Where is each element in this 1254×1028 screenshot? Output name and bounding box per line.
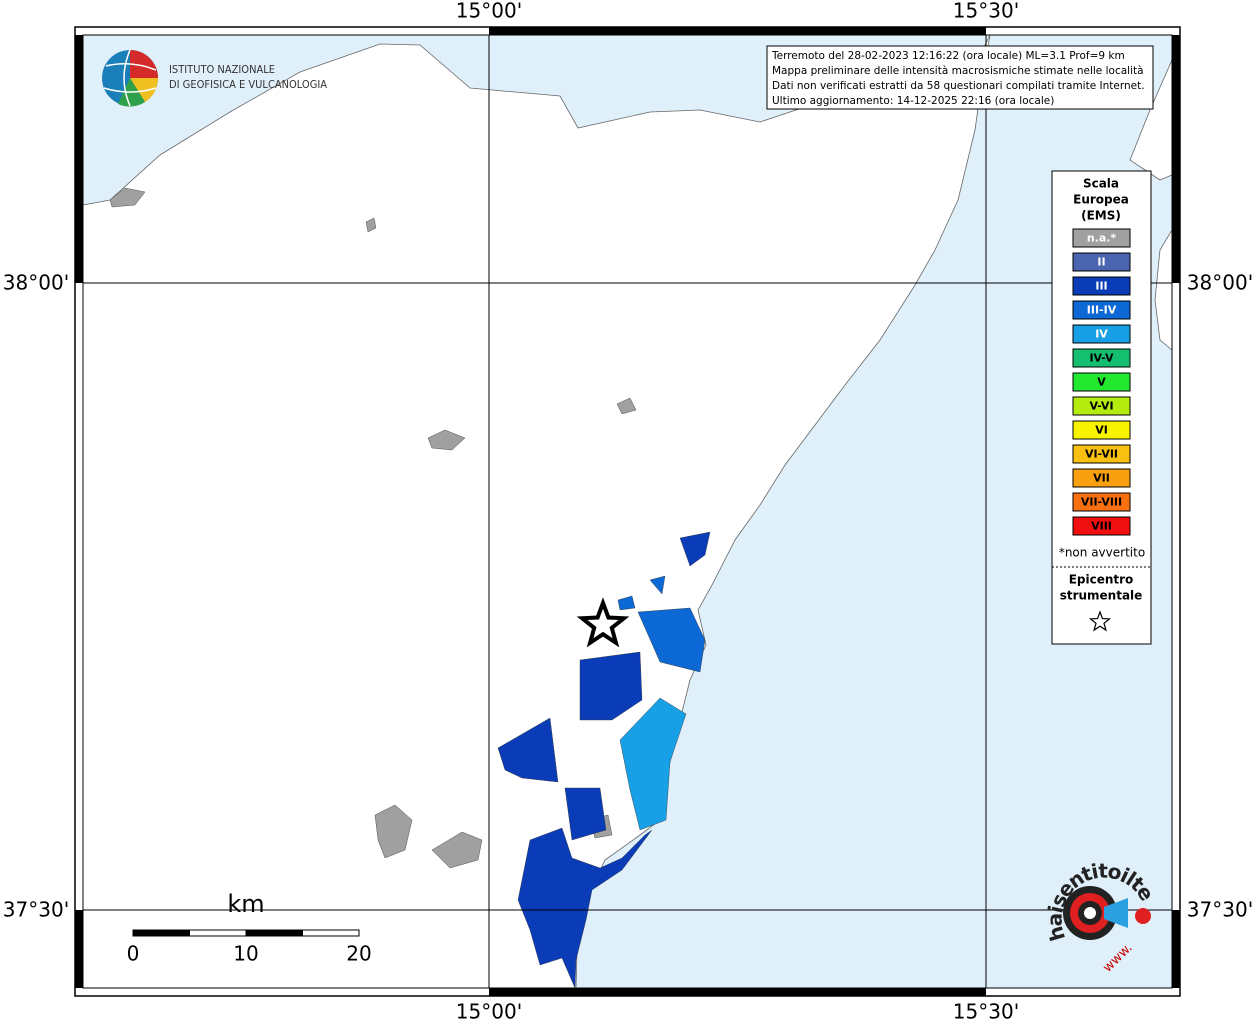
legend-label: V (1097, 376, 1106, 389)
scale-bar: km 0 10 20 (127, 890, 372, 966)
badge-dot (1135, 908, 1151, 924)
legend: ScalaEuropea(EMS)n.a.*IIIIIIII-IVIVIV-VV… (1051, 170, 1152, 645)
graticule (83, 35, 1172, 988)
intensity-area (637, 607, 706, 673)
intensity-areas (365, 217, 711, 989)
scale-segment (189, 929, 247, 937)
legend-title: Europea (1073, 193, 1129, 207)
lon-label: 15°00' (456, 1000, 522, 1024)
legend-label: IV-V (1089, 352, 1114, 365)
logo-text: ISTITUTO NAZIONALE (169, 63, 275, 76)
info-line: Dati non verificati estratti da 58 quest… (772, 80, 1145, 92)
legend-swatch (1072, 396, 1131, 416)
lat-label: 38°00' (1187, 271, 1253, 295)
scale-segment (132, 929, 190, 937)
scale-segment (245, 929, 303, 937)
legend-title: Scala (1083, 177, 1119, 191)
intensity-area (365, 217, 377, 233)
legend-swatch (1072, 468, 1131, 488)
intensity-area (679, 531, 711, 567)
legend-label: VII-VIII (1081, 496, 1122, 509)
legend-swatch (1072, 372, 1131, 392)
frame-bar (489, 27, 986, 35)
scale-unit: km (227, 890, 264, 918)
epicenter (576, 597, 630, 648)
logo-segment (130, 50, 158, 78)
logo-text: DI GEOFISICA E VULCANOLOGIA (169, 78, 327, 91)
legend-swatch (1072, 228, 1131, 248)
intensity-area (497, 717, 559, 783)
legend-swatch (1072, 444, 1131, 464)
legend-label: IV (1095, 328, 1108, 341)
legend-swatch (1072, 300, 1131, 320)
legend-swatch (1072, 324, 1131, 344)
info-line: Terremoto del 28-02-2023 12:16:22 (ora l… (771, 50, 1125, 62)
legend-swatch (1072, 516, 1131, 536)
scale-label: 0 (127, 942, 140, 966)
legend-label: VII (1093, 472, 1110, 485)
legend-swatch (1072, 276, 1131, 296)
info-frame (766, 45, 1154, 110)
legend-epicenter-label: strumentale (1060, 589, 1143, 603)
intensity-area (619, 697, 687, 831)
legend-label: n.a.* (1087, 232, 1117, 245)
area (109, 187, 146, 208)
intensity-area (427, 429, 466, 451)
frame (74, 26, 1181, 997)
lon-label: 15°00' (456, 0, 522, 23)
legend-epicenter-symbol (1088, 610, 1112, 632)
intensity-area (564, 787, 607, 841)
info-box: Terremoto del 28-02-2023 12:16:22 (ora l… (766, 45, 1154, 110)
intensity-area (374, 804, 413, 859)
legend-label: V-VI (1089, 400, 1113, 413)
legend-label: III-IV (1087, 304, 1117, 317)
legend-label: VI (1095, 424, 1108, 437)
frame-bar (75, 910, 83, 988)
frame-bar (1172, 35, 1180, 283)
coordinate-labels: 15°00' 15°30' 15°00' 15°30' 38°00' 37°30… (3, 0, 1253, 1024)
legend-note: *non avvertito (1059, 546, 1145, 560)
intensity-area (579, 651, 643, 721)
logo-segment (130, 78, 159, 102)
legend-title: (EMS) (1081, 209, 1121, 223)
badge-speaker (1104, 898, 1128, 928)
intensity-area (517, 827, 653, 989)
legend-label: VIII (1091, 520, 1112, 533)
lon-label: 15°30' (953, 1000, 1019, 1024)
frame-bar (489, 988, 986, 996)
info-line: Mappa preliminare delle intensità macros… (772, 65, 1144, 77)
badge-center (1084, 907, 1096, 919)
lon-label: 15°30' (953, 0, 1019, 23)
legend-swatch (1072, 420, 1131, 440)
intensity-area (617, 595, 636, 611)
legend-epicenter-label: Epicentro (1069, 573, 1134, 587)
legend-swatch (1072, 492, 1131, 512)
legend-label: VI-VII (1085, 448, 1118, 461)
lat-label: 38°00' (3, 271, 69, 295)
ingv-logo: ISTITUTO NAZIONALE DI GEOFISICA E VULCAN… (102, 49, 327, 107)
lat-label: 37°30' (3, 898, 69, 922)
lat-label: 37°30' (1187, 898, 1253, 922)
scale-segment (302, 929, 360, 937)
legend-label: III (1095, 280, 1107, 293)
intensity-area (616, 397, 637, 415)
legend-swatch (1072, 348, 1131, 368)
scale-label: 10 (233, 942, 258, 966)
info-line: Ultimo aggiornamento: 14-12-2025 22:16 (… (772, 95, 1054, 107)
scale-label: 20 (346, 942, 371, 966)
sea-east (83, 34, 1173, 989)
intensity-area (431, 831, 483, 869)
intensity-area (649, 575, 666, 595)
logo-lines (103, 49, 157, 107)
legend-swatch (1072, 252, 1131, 272)
legend-label: II (1097, 256, 1105, 269)
frame-bar (75, 35, 83, 283)
frame-bar (1172, 910, 1180, 988)
